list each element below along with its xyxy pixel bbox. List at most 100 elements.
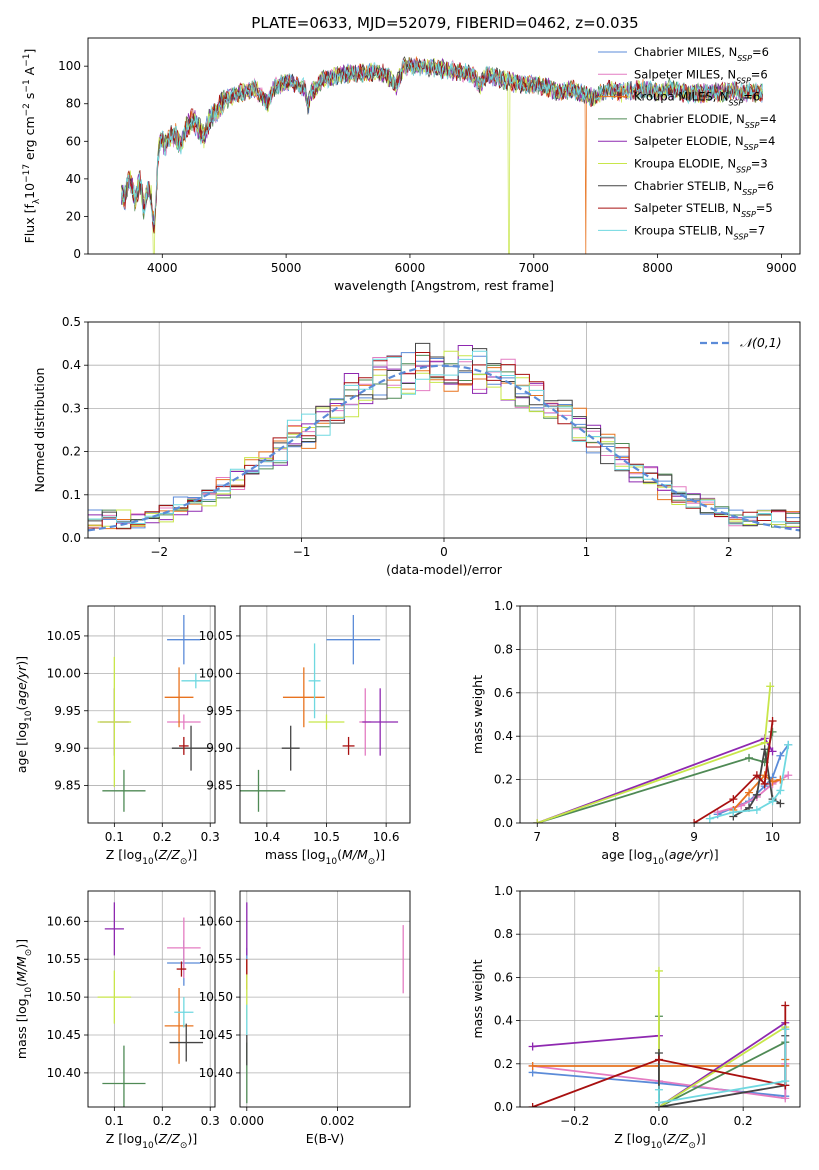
plot-area-residuals [88, 342, 800, 532]
x-tick-label: 8000 [642, 261, 673, 275]
weight-line [537, 686, 772, 823]
y-tick-label: 0.4 [62, 358, 81, 372]
y-tick-label: 9.90 [206, 741, 233, 755]
x-tick-label: 1 [583, 545, 591, 559]
y-tick-label: 0.6 [494, 970, 513, 984]
axes-frame [87, 605, 216, 824]
y-tick-label: 0.0 [62, 531, 81, 545]
weight-marker [705, 814, 714, 823]
y-tick-label: 0.0 [494, 816, 513, 830]
weight-marker [784, 771, 793, 780]
plot-area-mass-vs-Z [97, 902, 204, 1107]
legend-entry: Chabrier MILES, NSSP=6 [634, 45, 769, 63]
weight-marker [690, 819, 699, 823]
weight-marker [528, 1061, 537, 1070]
y-tick-label: 9.95 [206, 704, 233, 718]
plot-area-spectrum [121, 56, 763, 254]
legend-entry: Salpeter ELODIE, NSSP=4 [634, 134, 775, 152]
y-tick-label: 10.40 [199, 1066, 233, 1080]
x-tick-label: 0 [440, 545, 448, 559]
panel-weight-vs-age: 7 8 9 10 0.0 0.2 0.4 0.6 0.8 1.0 age [log10(age/yr… [470, 599, 801, 867]
weight-marker [737, 801, 746, 810]
x-tick-label: 7000 [519, 261, 550, 275]
axis-label: E(B-V) [306, 1131, 345, 1146]
y-tick-label: 9.85 [206, 779, 233, 793]
y-tick-label: 10.50 [47, 990, 81, 1004]
legend: 𝒩(0,1) [700, 335, 782, 350]
panel-residuals: −2 −1 0 1 2 0.0 0.1 0.2 0.3 0.4 0.5 (data-model)/er… [32, 315, 801, 577]
y-tick-label: 20 [66, 209, 81, 223]
normal-curve [88, 364, 800, 532]
x-tick-label: 10.6 [373, 830, 400, 844]
weight-line [658, 970, 786, 1107]
plot-area-age-vs-Z [97, 614, 211, 812]
plot-area-age-vs-mass [240, 614, 399, 812]
x-tick-label: 0.0 [649, 1114, 668, 1128]
y-tick-label: 10.55 [47, 952, 81, 966]
weight-marker [766, 682, 775, 691]
x-tick-label: 0.2 [153, 1114, 172, 1128]
y-tick-label: 10.60 [199, 914, 233, 928]
axis-label: wavelength [Angstrom, rest frame] [334, 278, 554, 293]
weight-marker [768, 747, 777, 756]
panel-age-vs-Z: 0.1 0.2 0.3 9.85 9.90 9.95 10.00 10.05 Z [log10(… [14, 605, 220, 867]
weight-marker [533, 819, 542, 823]
x-tick-label: 0.000 [230, 1114, 264, 1128]
x-tick-label: −0.2 [560, 1114, 589, 1128]
weight-marker [784, 740, 793, 749]
legend-entry: Kroupa ELODIE, NSSP=3 [634, 157, 768, 175]
legend-entry: Kroupa STELIB, NSSP=7 [634, 223, 765, 241]
plot-area-weight-vs-Z [528, 966, 790, 1107]
weight-marker [781, 1077, 790, 1086]
y-tick-label: 0.8 [494, 642, 513, 656]
panel-weight-vs-Z: −0.2 0.0 0.2 0.0 0.2 0.4 0.6 0.8 1.0 Z [log10(Z/Z… [470, 884, 801, 1151]
y-tick-label: 80 [66, 97, 81, 111]
y-tick-label: 60 [66, 134, 81, 148]
weight-marker [752, 771, 761, 780]
y-tick-label: 0.2 [494, 773, 513, 787]
weight-marker [752, 805, 761, 814]
axis-label: mass [log10(M/M⊙)] [14, 939, 34, 1059]
y-tick-label: 9.90 [54, 741, 81, 755]
y-tick-label: 0.6 [494, 686, 513, 700]
figure-title: PLATE=0633, MJD=52079, FIBERID=0462, z=0… [251, 14, 638, 32]
x-tick-label: 5000 [271, 261, 302, 275]
x-tick-label: 2 [725, 545, 733, 559]
plot-area-mass-vs-ebv [246, 902, 404, 1104]
weight-marker [729, 795, 738, 804]
spectrum-line [121, 58, 763, 225]
legend-entry: Chabrier STELIB, NSSP=6 [634, 179, 774, 197]
y-tick-label: 0.5 [62, 315, 81, 329]
weight-marker [768, 797, 777, 806]
weight-marker [654, 966, 663, 975]
x-tick-label: 0.3 [201, 1114, 220, 1128]
y-tick-label: 0.4 [494, 1014, 513, 1028]
weight-line [709, 744, 790, 820]
x-tick-label: 0.002 [320, 1114, 354, 1128]
weight-marker [768, 717, 777, 726]
y-tick-label: 0.2 [494, 1057, 513, 1071]
axis-label: mass weight [470, 675, 485, 754]
panel-spectrum: 4000 5000 6000 7000 8000 9000 0 20 40 60 80 100 wave… [22, 37, 801, 293]
x-tick-label: 4000 [147, 261, 178, 275]
axes-frame [519, 890, 801, 1108]
y-tick-label: 0.8 [494, 927, 513, 941]
axes-frame [87, 890, 216, 1108]
y-tick-label: 10.00 [47, 666, 81, 680]
axis-label: Flux [fλ10−17 erg cm−2 s−1 A−1] [22, 49, 42, 244]
axis-label: (data-model)/error [386, 562, 503, 577]
weight-marker [768, 727, 777, 736]
panel-mass-vs-ebv: 0.000 0.002 10.40 10.45 10.50 10.55 10.60 E(B-V… [199, 890, 411, 1146]
axis-label: mass weight [470, 959, 485, 1038]
weight-marker [654, 1098, 663, 1107]
weight-marker [528, 1042, 537, 1051]
legend-entry: Chabrier ELODIE, NSSP=4 [634, 112, 776, 129]
y-tick-label: 0.2 [62, 445, 81, 459]
weight-line [658, 1029, 787, 1104]
weight-marker [654, 1085, 663, 1094]
histogram-step [88, 350, 800, 525]
y-tick-label: 40 [66, 172, 81, 186]
weight-marker [729, 808, 738, 817]
x-tick-label: −1 [293, 545, 311, 559]
